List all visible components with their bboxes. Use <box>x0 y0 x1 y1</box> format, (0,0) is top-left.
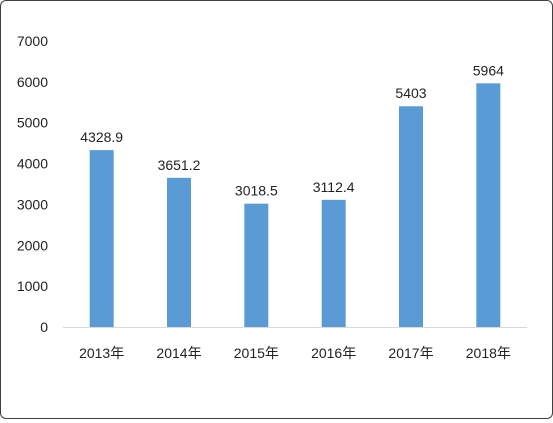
data-label: 3651.2 <box>158 157 201 173</box>
y-tick-label: 5000 <box>17 115 48 131</box>
bar <box>321 199 346 327</box>
x-tick-label: 2014年 <box>156 345 201 361</box>
y-tick-label: 1000 <box>17 278 48 294</box>
bar <box>244 203 269 327</box>
y-tick-label: 4000 <box>17 156 48 172</box>
data-label: 5964 <box>473 62 504 78</box>
x-tick-label: 2017年 <box>388 345 433 361</box>
bars <box>89 83 501 327</box>
x-tick-label: 2016年 <box>311 345 356 361</box>
x-tick-label: 2015年 <box>234 345 279 361</box>
y-tick-label: 6000 <box>17 74 48 90</box>
data-label: 3018.5 <box>235 183 278 199</box>
data-label: 3112.4 <box>313 179 355 195</box>
y-tick-label: 3000 <box>17 196 48 212</box>
y-tick-label: 7000 <box>17 33 48 49</box>
bar <box>167 177 191 327</box>
x-tick-label: 2013年 <box>79 345 124 361</box>
y-axis-ticks: 0 1000 2000 3000 4000 5000 6000 7000 <box>17 33 48 335</box>
bar <box>89 150 114 327</box>
bar <box>476 83 501 327</box>
x-axis-labels: 2013年 2014年 2015年 2016年 2017年 2018年 <box>79 345 511 361</box>
x-tick-label: 2018年 <box>466 345 511 361</box>
y-tick-label: 0 <box>40 319 48 335</box>
y-tick-label: 2000 <box>17 237 48 253</box>
data-label: 5403 <box>395 85 426 101</box>
bar <box>399 106 423 327</box>
data-labels: 4328.9 3651.2 3018.5 3112.4 5403 5964 <box>80 62 504 198</box>
data-label: 4328.9 <box>80 129 123 145</box>
